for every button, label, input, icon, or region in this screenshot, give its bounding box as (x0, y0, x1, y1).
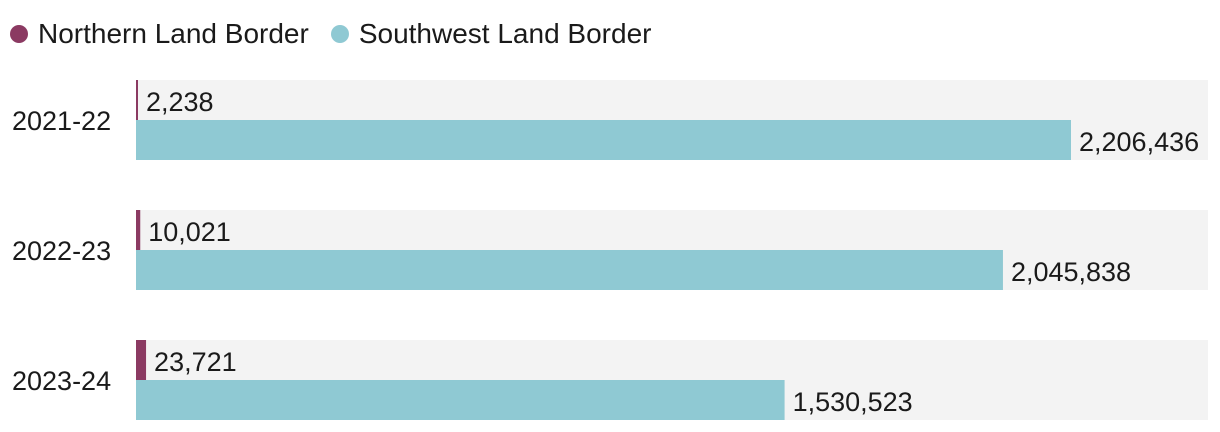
value-label-southwest: 2,206,436 (1079, 127, 1199, 157)
legend-swatch-northern (10, 25, 28, 43)
legend-item-southwest: Southwest Land Border (330, 18, 652, 50)
category-label: 2021-22 (12, 106, 111, 136)
legend-label-southwest: Southwest Land Border (358, 18, 652, 49)
category-label: 2022-23 (12, 236, 111, 266)
legend-item-northern: Northern Land Border (10, 18, 309, 50)
value-label-southwest: 1,530,523 (793, 387, 913, 417)
value-label-northern: 23,721 (154, 347, 237, 377)
bar-southwest (136, 380, 785, 420)
legend: Northern Land Border Southwest Land Bord… (10, 16, 651, 52)
legend-label-northern: Northern Land Border (38, 18, 309, 49)
bar-northern (136, 210, 141, 250)
value-label-northern: 2,238 (146, 87, 214, 117)
category-label: 2023-24 (12, 366, 111, 396)
bar-southwest (136, 250, 1003, 290)
bar-northern (136, 340, 147, 380)
legend-swatch-southwest (330, 25, 349, 43)
value-label-northern: 10,021 (148, 217, 231, 247)
bar-northern (136, 80, 138, 120)
value-label-southwest: 2,045,838 (1011, 257, 1131, 287)
bar-southwest (136, 120, 1071, 160)
